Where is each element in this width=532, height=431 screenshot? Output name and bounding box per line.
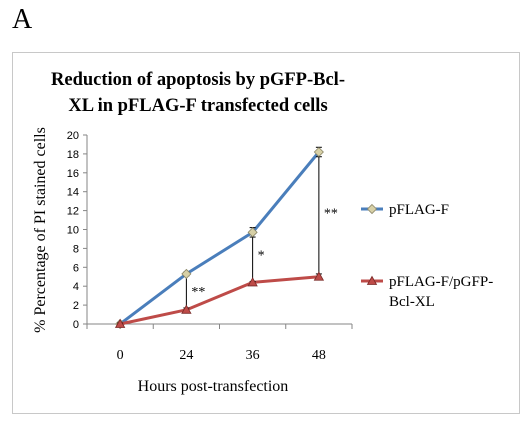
y-tick-label: 16 [67,168,79,180]
data-point [313,146,324,158]
chart-frame: Reduction of apoptosis by pGFP-Bcl- XL i… [12,52,520,414]
legend-label: pFLAG-F/pGFP- [389,274,493,290]
legend: pFLAG-F pFLAG-F/pGFP- Bcl-XL [361,202,493,310]
x-tick-label: 24 [179,348,193,363]
significance-annotations: ***** [185,147,338,312]
x-tick-label: 36 [246,348,260,363]
series-layer [114,146,325,330]
significance-label: ** [324,206,338,221]
x-tick-label: 0 [117,348,124,363]
y-tick-label: 12 [67,206,79,218]
chart: Reduction of apoptosis by pGFP-Bcl- XL i… [32,70,493,395]
series-1 [115,146,324,330]
data-point [181,304,192,314]
data-point [247,277,258,287]
series-2 [114,271,325,328]
chart-title-line-1: Reduction of apoptosis by pGFP-Bcl- [51,70,345,90]
significance-label: * [258,248,265,263]
legend-item: pFLAG-F/pGFP- Bcl-XL [361,274,493,310]
legend-swatch-marker [366,203,378,215]
y-tick-label: 10 [67,225,79,237]
legend-label: Bcl-XL [389,294,435,310]
data-point [114,318,126,328]
y-axis-label: % Percentage of PI stained cells [32,127,49,333]
y-tick-label: 14 [67,187,79,199]
y-axis-ticks: 0 2 4 6 8 10 12 14 16 18 20 [67,130,87,331]
panel-letter: A [12,4,33,35]
legend-swatch-marker [366,275,378,285]
y-tick-label: 4 [73,281,79,293]
y-tick-label: 6 [73,262,79,274]
x-axis-label: Hours post-transfection [138,378,289,395]
chart-title-line-2: XL in pFLAG-F transfected cells [68,96,327,116]
legend-item: pFLAG-F [361,202,449,218]
y-tick-label: 20 [67,130,79,142]
x-axis-ticks: 0 24 36 48 [86,324,353,363]
series-line [119,151,321,326]
series-line [119,275,320,326]
data-point [181,268,192,279]
y-tick-label: 0 [73,319,79,331]
data-point [247,227,258,238]
legend-label: pFLAG-F [389,202,449,218]
y-tick-label: 8 [73,243,79,255]
data-point [313,271,325,281]
significance-label: ** [191,285,205,300]
y-tick-label: 2 [73,300,79,312]
y-tick-label: 18 [67,149,79,161]
x-tick-label: 48 [312,348,326,363]
